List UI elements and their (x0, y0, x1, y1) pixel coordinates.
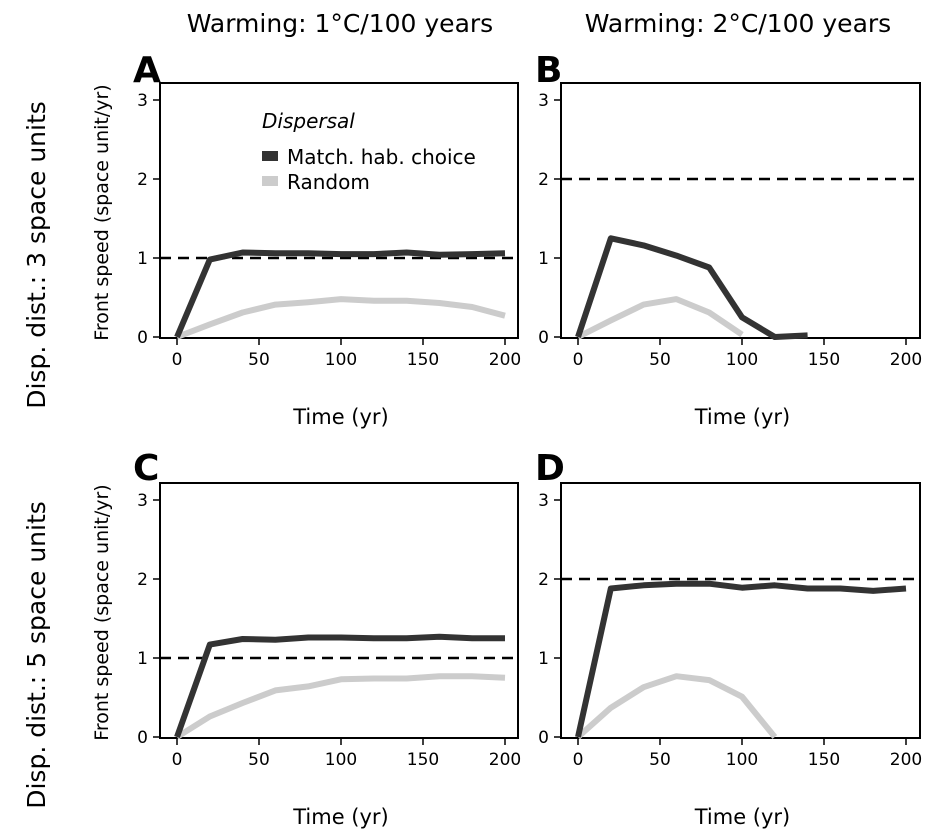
y-axis-label: Front speed (space unit/yr) (91, 84, 113, 340)
x-axis-label: Time (yr) (694, 805, 791, 829)
x-axis-label: Time (yr) (292, 805, 389, 829)
y-tick-label: 1 (538, 649, 549, 669)
legend-title: Dispersal (262, 109, 355, 133)
x-tick-label: 150 (407, 350, 439, 370)
y-axis-label: Front speed (space unit/yr) (91, 484, 113, 740)
series-line-random (175, 296, 506, 340)
panel-c: C 0 1 2 3 0 50 100 150 200 Time (yr) Front speed (s… (91, 448, 521, 829)
x-tick-label: 50 (248, 750, 270, 770)
legend-entry-match: Match. hab. choice (287, 145, 476, 169)
row-title-2: Disp. dist.: 5 space units (22, 501, 51, 809)
panel-letter-d: D (535, 448, 565, 489)
x-tick-label: 50 (649, 750, 671, 770)
series-line-random (175, 673, 506, 740)
y-tick-label: 0 (137, 728, 148, 748)
x-tick-label: 100 (325, 350, 357, 370)
x-tick-label: 200 (489, 750, 521, 770)
series-line-random (576, 296, 744, 340)
x-tick-label: 0 (172, 350, 183, 370)
y-tick-label: 3 (137, 491, 148, 511)
plot-frame (159, 482, 519, 739)
panel-letter-a: A (133, 50, 161, 91)
legend: Dispersal Match. hab. choice Random (262, 109, 476, 194)
x-tick-label: 0 (172, 750, 183, 770)
panel-letter-b: B (535, 50, 562, 91)
y-tick-label: 0 (137, 328, 148, 348)
panel-letter-c: C (133, 448, 159, 489)
x-tick-label: 0 (573, 750, 584, 770)
series-line-match (174, 249, 506, 339)
y-tick-label: 0 (538, 728, 549, 748)
x-tick-label: 200 (489, 350, 521, 370)
x-tick-label: 150 (808, 750, 840, 770)
legend-swatch-match (262, 151, 278, 161)
panel-b: B 0 1 2 3 0 50 100 150 200 Time (yr) (535, 50, 922, 429)
y-tick-label: 3 (137, 91, 148, 111)
series-line-match (575, 235, 808, 340)
series-line-random (576, 673, 778, 740)
y-tick-label: 1 (137, 649, 148, 669)
x-tick-label: 150 (808, 350, 840, 370)
legend-entry-random: Random (287, 170, 370, 194)
panel-a: A 0 1 2 3 0 50 100 150 200 Time (yr) Front speed (s… (91, 50, 521, 429)
plot-frame (159, 82, 519, 339)
y-tick-label: 2 (137, 570, 148, 590)
y-tick-label: 2 (137, 170, 148, 190)
plot-frame (560, 482, 921, 739)
y-tick-label: 2 (538, 570, 549, 590)
x-axis-label: Time (yr) (292, 405, 389, 429)
x-tick-label: 100 (325, 750, 357, 770)
x-tick-label: 100 (726, 750, 758, 770)
col-title-2: Warming: 2°C/100 years (585, 9, 891, 38)
y-tick-label: 3 (538, 91, 549, 111)
y-tick-label: 0 (538, 328, 549, 348)
x-tick-label: 50 (248, 350, 270, 370)
y-tick-label: 1 (137, 249, 148, 269)
y-tick-label: 1 (538, 249, 549, 269)
y-tick-label: 2 (538, 170, 549, 190)
x-tick-label: 200 (890, 750, 922, 770)
x-tick-label: 200 (890, 350, 922, 370)
x-tick-label: 100 (726, 350, 758, 370)
panel-d: D 0 1 2 3 0 50 100 150 200 Time (yr) (535, 448, 922, 829)
col-title-1: Warming: 1°C/100 years (187, 9, 493, 38)
legend-swatch-random (262, 176, 278, 186)
row-title-1: Disp. dist.: 3 space units (22, 101, 51, 409)
x-tick-label: 0 (573, 350, 584, 370)
series-line-match (575, 580, 907, 738)
x-tick-label: 50 (649, 350, 671, 370)
x-tick-label: 150 (407, 750, 439, 770)
x-axis-label: Time (yr) (694, 405, 791, 429)
plot-frame (560, 82, 921, 339)
series-line-match (174, 633, 505, 739)
y-tick-label: 3 (538, 491, 549, 511)
